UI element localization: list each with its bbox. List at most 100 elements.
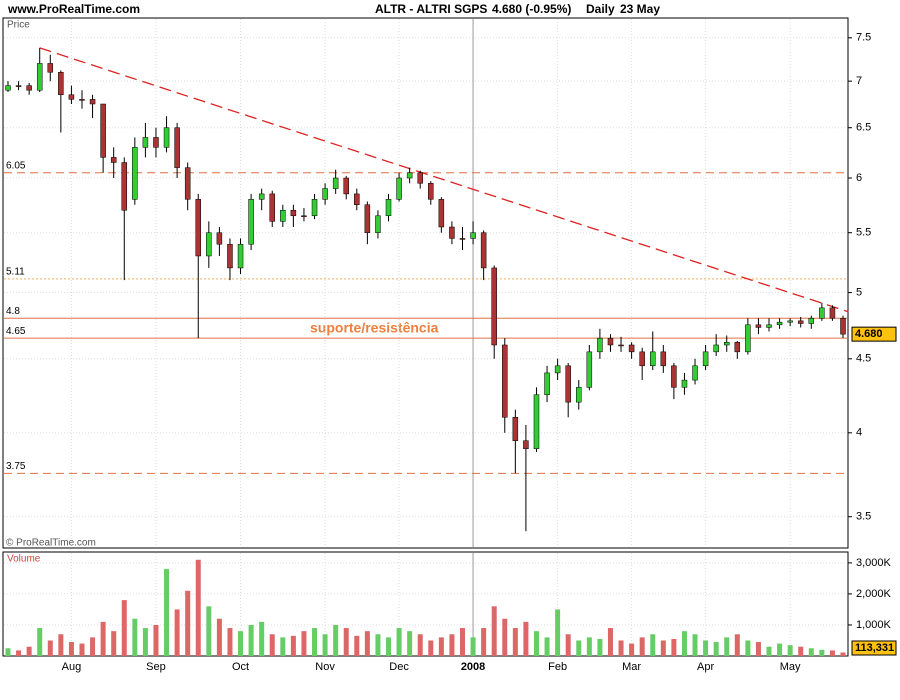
y-tick-label: 1,000K bbox=[856, 619, 892, 631]
candle-body bbox=[449, 226, 455, 239]
volume-bar bbox=[576, 640, 582, 656]
volume-bar bbox=[840, 652, 846, 656]
candle-body bbox=[723, 342, 730, 346]
candle-body bbox=[290, 209, 297, 217]
candle-body bbox=[797, 320, 804, 324]
x-tick-label: Aug bbox=[62, 661, 82, 673]
price-panel bbox=[2, 17, 849, 549]
volume-bar bbox=[47, 640, 53, 656]
candle-body bbox=[502, 344, 508, 418]
candle-body bbox=[681, 379, 688, 388]
candle-body bbox=[819, 307, 825, 319]
volume-bar bbox=[618, 640, 624, 656]
x-tick-label: May bbox=[780, 661, 801, 673]
volume-bar bbox=[121, 600, 127, 656]
volume-panel bbox=[2, 551, 849, 657]
candle-body bbox=[237, 243, 244, 269]
candle-body bbox=[269, 193, 275, 222]
volume-bar bbox=[58, 634, 64, 656]
candle-body bbox=[607, 337, 614, 346]
volume-bar bbox=[174, 609, 180, 656]
candle-body bbox=[354, 193, 360, 206]
x-tick-label: Dec bbox=[389, 661, 409, 673]
trendline bbox=[39, 47, 849, 313]
y-tick-label: 6.5 bbox=[856, 122, 871, 134]
candle-body bbox=[311, 199, 318, 217]
volume-bar bbox=[37, 628, 43, 656]
candle-body bbox=[406, 172, 413, 179]
candle-body bbox=[586, 351, 593, 388]
candle-body bbox=[26, 85, 32, 91]
volume-bar bbox=[238, 631, 244, 656]
last-value-label: 4.680 bbox=[855, 328, 883, 340]
y-tick-label: 6 bbox=[856, 172, 862, 184]
volume-bar bbox=[153, 624, 159, 656]
candle-body bbox=[142, 137, 149, 148]
candle-body bbox=[565, 365, 571, 403]
volume-bar bbox=[185, 590, 191, 656]
candle-body bbox=[671, 365, 677, 388]
candle-body bbox=[58, 71, 64, 96]
y-tick-label: 2,000K bbox=[856, 588, 892, 600]
candle-body bbox=[639, 351, 645, 367]
volume-bar bbox=[322, 634, 328, 656]
volume-bar bbox=[142, 628, 148, 656]
volume-bar bbox=[333, 624, 339, 656]
volume-bar bbox=[586, 637, 592, 656]
candle-body bbox=[364, 204, 371, 233]
date: 23 May bbox=[620, 2, 660, 16]
volume-bar bbox=[26, 646, 32, 656]
candle-body bbox=[417, 172, 423, 184]
candle-body bbox=[5, 85, 11, 91]
candle-body bbox=[787, 320, 793, 323]
volume-bar bbox=[766, 646, 772, 656]
level-label: 3.75 bbox=[6, 461, 26, 472]
footer: © ProRealTime.com bbox=[6, 538, 96, 549]
volume-bar bbox=[713, 642, 719, 656]
volume-bar bbox=[544, 637, 550, 656]
candle-body bbox=[776, 321, 783, 326]
volume-title: Volume bbox=[7, 554, 41, 565]
y-tick-label: 4.5 bbox=[856, 353, 871, 365]
volume-bar bbox=[660, 640, 666, 656]
volume-bar bbox=[68, 642, 74, 656]
volume-bar bbox=[629, 643, 635, 656]
volume-bar bbox=[312, 628, 318, 656]
volume-bar bbox=[195, 559, 201, 656]
level-label: 5.11 bbox=[6, 267, 25, 278]
x-tick-label: Mar bbox=[622, 661, 641, 673]
volume-bar bbox=[259, 621, 265, 656]
candle-body bbox=[428, 183, 434, 200]
volume-bar bbox=[206, 606, 212, 656]
candle-body bbox=[554, 365, 561, 374]
volume-bar bbox=[269, 634, 275, 656]
volume-bar bbox=[491, 606, 497, 656]
candle-body bbox=[121, 162, 128, 211]
volume-bar bbox=[787, 645, 793, 656]
candle-body bbox=[100, 103, 106, 158]
candle-body bbox=[523, 440, 529, 449]
volume-bar bbox=[734, 634, 740, 656]
volume-bar bbox=[533, 631, 539, 656]
volume-bar bbox=[354, 635, 360, 656]
volume-bar bbox=[132, 618, 138, 656]
candle-body bbox=[248, 199, 254, 245]
volume-bar bbox=[301, 631, 307, 656]
y-tick-label: 5.5 bbox=[856, 227, 871, 239]
candle-body bbox=[692, 365, 698, 381]
volume-bar bbox=[703, 640, 709, 656]
candle-body bbox=[79, 99, 85, 101]
y-tick-label: 3.5 bbox=[856, 511, 871, 523]
candle-body bbox=[808, 317, 815, 324]
volume-bar bbox=[650, 634, 656, 656]
volume-bar bbox=[808, 648, 814, 656]
volume-bar bbox=[777, 643, 783, 656]
candle-body bbox=[36, 63, 43, 91]
volume-bar bbox=[364, 631, 370, 656]
candle-body bbox=[174, 127, 180, 168]
volume-bar bbox=[343, 628, 349, 656]
volume-bar bbox=[216, 618, 222, 656]
y-tick-label: 7.5 bbox=[856, 32, 871, 44]
volume-bar bbox=[459, 628, 465, 656]
